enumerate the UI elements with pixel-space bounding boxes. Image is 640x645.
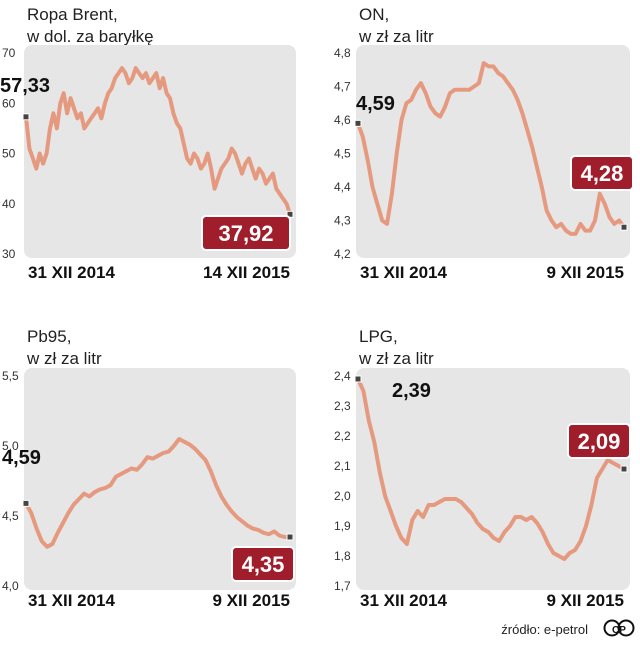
x-start-label: 31 XII 2014 [360,591,448,610]
series-line [24,66,292,217]
x-start-label: 31 XII 2014 [28,591,116,610]
end-value-badge [201,215,291,251]
plot-0: 70 60 50 40 30 57,33 37,92 31 XII 2014 14 XII 20… [0,45,296,282]
y-tick-label: 30 [2,247,16,261]
y-tick-label: 5,0 [2,439,19,453]
end-value-badge [567,423,631,459]
y-tick-label: 4,6 [334,113,351,127]
cp-logo-icon: CP [603,619,635,637]
series-line [356,377,626,561]
x-end-label: 9 XII 2015 [546,591,624,610]
end-value-badge [231,546,295,582]
y-tick-label: 4,5 [2,509,19,523]
y-tick-label: 2,1 [334,459,351,473]
end-value-label: 4,35 [242,552,285,577]
panel-subtitle: w zł za litr [26,349,102,368]
y-tick-label: 2,2 [334,429,351,443]
y-tick-label: 4,5 [334,147,351,161]
x-end-label: 9 XII 2015 [212,591,290,610]
end-value-badge [570,155,634,191]
plot-3: 2,4 2,3 2,2 2,1 2,0 1,9 1,8 1,7 2,39 2,09 31 XII 2… [334,368,631,610]
panel-brent: Ropa Brent, w dol. za baryłkę [26,5,154,46]
start-value-label: 57,33 [0,75,50,97]
start-value-label: 4,59 [2,447,41,469]
y-tick-label: 70 [2,46,16,60]
y-tick-label: 2,4 [334,369,351,383]
panel-title: Ropa Brent, [27,5,118,24]
start-value-label: 2,39 [392,380,431,402]
plot-area [356,45,630,258]
y-tick-label: 2,3 [334,399,351,413]
x-start-label: 31 XII 2014 [360,263,448,282]
panel-title: Pb95, [27,327,71,346]
panel-pb95: Pb95, w zł za litr [26,327,102,368]
panel-subtitle: w dol. za baryłkę [26,27,154,46]
y-tick-label: 2,0 [334,489,351,503]
y-tick-label: 60 [2,96,16,110]
source-label: źródło: e-petrol [501,622,588,637]
plot-area [24,45,296,258]
y-tick-label: 1,7 [334,579,351,593]
plot-2: 5,5 5,0 4,5 4,0 4,59 4,35 31 XII 2014 9 XII 201… [2,368,296,610]
end-point-marker [286,533,294,541]
y-tick-label: 50 [2,147,16,161]
panel-subtitle: w zł za litr [358,349,434,368]
y-tick-label: 4,2 [334,247,351,261]
start-point-marker [354,119,362,127]
x-start-label: 31 XII 2014 [28,263,116,282]
plot-1: 4,8 4,7 4,6 4,5 4,4 4,3 4,2 4,59 4,28 31 XII 2014… [334,45,634,282]
panel-subtitle: w zł za litr [358,27,434,46]
panel-title: LPG, [359,327,398,346]
start-point-marker [354,375,362,383]
y-tick-label: 4,0 [2,579,19,593]
y-tick-label: 40 [2,197,16,211]
panel-lpg: LPG, w zł za litr [358,327,434,368]
y-tick-label: 4,4 [334,180,351,194]
end-point-marker [620,465,628,473]
x-end-label: 9 XII 2015 [546,263,624,282]
plot-area [24,368,296,590]
y-tick-label: 4,3 [334,214,351,228]
y-tick-label: 1,8 [334,549,351,563]
start-point-marker [22,499,30,507]
end-value-label: 2,09 [578,429,621,454]
x-end-label: 14 XII 2015 [203,263,290,282]
plot-area [356,368,630,590]
y-tick-label: 4,7 [334,80,351,94]
y-tick-label: 5,5 [2,369,19,383]
panel-title: ON, [359,5,389,24]
end-point-marker [620,223,628,231]
series-line [24,437,292,549]
start-value-label: 4,59 [356,93,395,115]
y-tick-label: 4,8 [334,46,351,60]
cp-logo-text: CP [612,625,626,636]
y-tick-label: 1,9 [334,519,351,533]
series-line [356,61,626,236]
end-value-label: 37,92 [218,221,273,246]
end-value-label: 4,28 [581,161,624,186]
start-point-marker [22,113,30,121]
panel-on: ON, w zł za litr [358,5,434,46]
